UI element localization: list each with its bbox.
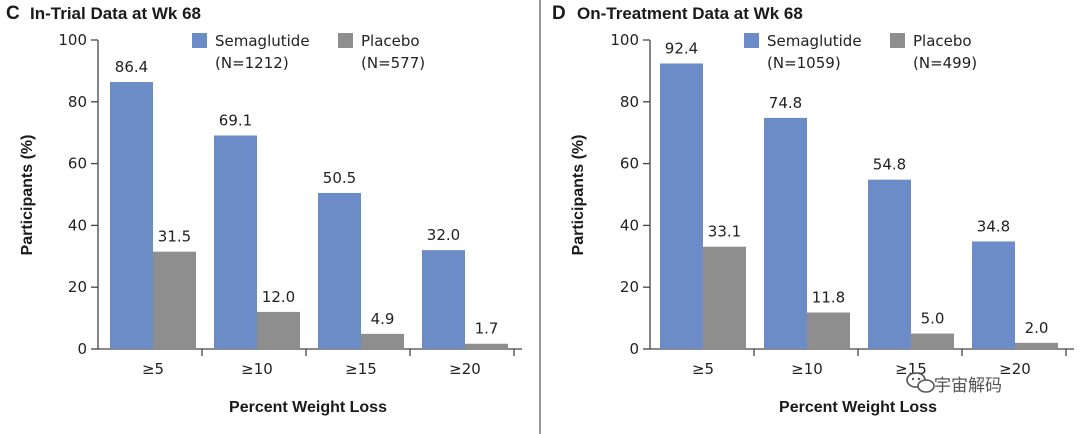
legend-placebo-n: (N=577) (361, 54, 425, 72)
category-label: ≥15 (345, 360, 377, 378)
y-tick-label: 60 (620, 155, 639, 173)
placebo-value-label: 5.0 (921, 310, 945, 328)
panel-d-legend: Semaglutide (N=1059) Placebo (N=499) (744, 32, 977, 72)
placebo-bar (153, 251, 196, 349)
legend-placebo-n: (N=499) (913, 54, 977, 72)
semaglutide-bar (422, 250, 465, 349)
semaglutide-bar (214, 135, 257, 349)
placebo-value-label: 4.9 (371, 310, 395, 328)
semaglutide-value-label: 86.4 (115, 58, 148, 76)
category-label: ≥20 (999, 360, 1031, 378)
y-tick-label: 40 (68, 216, 87, 234)
semaglutide-value-label: 54.8 (873, 156, 906, 174)
watermark: 宇宙解码 (906, 372, 1002, 396)
panel-d-letter: D (552, 3, 566, 24)
placebo-bar (257, 311, 300, 349)
semaglutide-bar (110, 82, 153, 350)
y-tick-label: 100 (58, 31, 87, 49)
y-tick-label: 20 (620, 278, 639, 296)
y-tick-label: 60 (68, 155, 87, 173)
y-tick-label: 80 (68, 93, 87, 111)
panel-d-title: On-Treatment Data at Wk 68 (577, 4, 803, 23)
panel-d-ylabel: Participants (%) (570, 135, 587, 256)
placebo-bar (703, 246, 746, 349)
panel-c-chart: C In-Trial Data at Wk 68 Participants (%… (6, 3, 522, 416)
legend-semaglutide-label: Semaglutide (215, 32, 310, 50)
panel-d-xlabel: Percent Weight Loss (779, 399, 937, 416)
semaglutide-bar (318, 192, 361, 349)
legend-placebo-swatch (338, 33, 353, 48)
legend-semaglutide-n: (N=1059) (767, 54, 841, 72)
panel-d-plot: 0 20 40 60 80 100 92.4 33.1 ≥5 74.8 11.8 ≥10 54.8 5.0… (610, 31, 1074, 378)
legend-placebo-swatch (890, 33, 905, 48)
semaglutide-value-label: 32.0 (427, 226, 460, 244)
y-tick-label: 0 (629, 340, 639, 358)
semaglutide-value-label: 92.4 (665, 39, 698, 57)
panel-d-chart: D On-Treatment Data at Wk 68 Participant… (552, 3, 1074, 416)
semaglutide-bar (764, 117, 807, 349)
semaglutide-value-label: 69.1 (219, 111, 252, 129)
legend-placebo-label: Placebo (361, 32, 420, 50)
placebo-value-label: 11.8 (812, 289, 845, 307)
placebo-value-label: 12.0 (262, 288, 295, 306)
semaglutide-bar (660, 63, 703, 349)
y-tick-label: 80 (620, 93, 639, 111)
watermark-text: 宇宙解码 (934, 376, 1002, 396)
placebo-value-label: 31.5 (158, 228, 191, 246)
placebo-value-label: 33.1 (708, 223, 741, 241)
y-tick-label: 100 (610, 31, 639, 49)
placebo-bar (361, 333, 404, 349)
wechat-icon (906, 372, 935, 393)
category-label: ≥5 (692, 360, 714, 378)
category-label: ≥5 (142, 360, 164, 378)
semaglutide-value-label: 34.8 (977, 217, 1010, 235)
semaglutide-bar (972, 241, 1015, 349)
placebo-bar (807, 312, 850, 349)
semaglutide-value-label: 74.8 (769, 94, 802, 112)
category-label: ≥10 (791, 360, 823, 378)
panel-c-xlabel: Percent Weight Loss (229, 399, 387, 416)
panel-c-title: In-Trial Data at Wk 68 (30, 4, 201, 23)
panel-c-ylabel: Participants (%) (19, 135, 36, 256)
semaglutide-bar (868, 179, 911, 349)
placebo-bar (1015, 342, 1058, 349)
placebo-value-label: 1.7 (475, 320, 499, 338)
panel-c-legend: Semaglutide (N=1212) Placebo (N=577) (192, 32, 425, 72)
legend-semaglutide-swatch (192, 33, 207, 48)
y-tick-label: 20 (68, 278, 87, 296)
panel-c-plot: 0 20 40 60 80 100 86.4 31.5 ≥5 69.1 12.0 ≥10 50.5 4.9… (58, 31, 522, 378)
legend-semaglutide-n: (N=1212) (215, 54, 289, 72)
category-label: ≥20 (449, 360, 481, 378)
placebo-value-label: 2.0 (1025, 319, 1049, 337)
category-label: ≥10 (241, 360, 273, 378)
panel-c-letter: C (6, 3, 20, 24)
legend-semaglutide-label: Semaglutide (767, 32, 862, 50)
legend-placebo-label: Placebo (913, 32, 972, 50)
y-tick-label: 0 (77, 340, 87, 358)
placebo-bar (465, 343, 508, 349)
legend-semaglutide-swatch (744, 33, 759, 48)
placebo-bar (911, 333, 954, 349)
semaglutide-value-label: 50.5 (323, 169, 356, 187)
y-tick-label: 40 (620, 216, 639, 234)
